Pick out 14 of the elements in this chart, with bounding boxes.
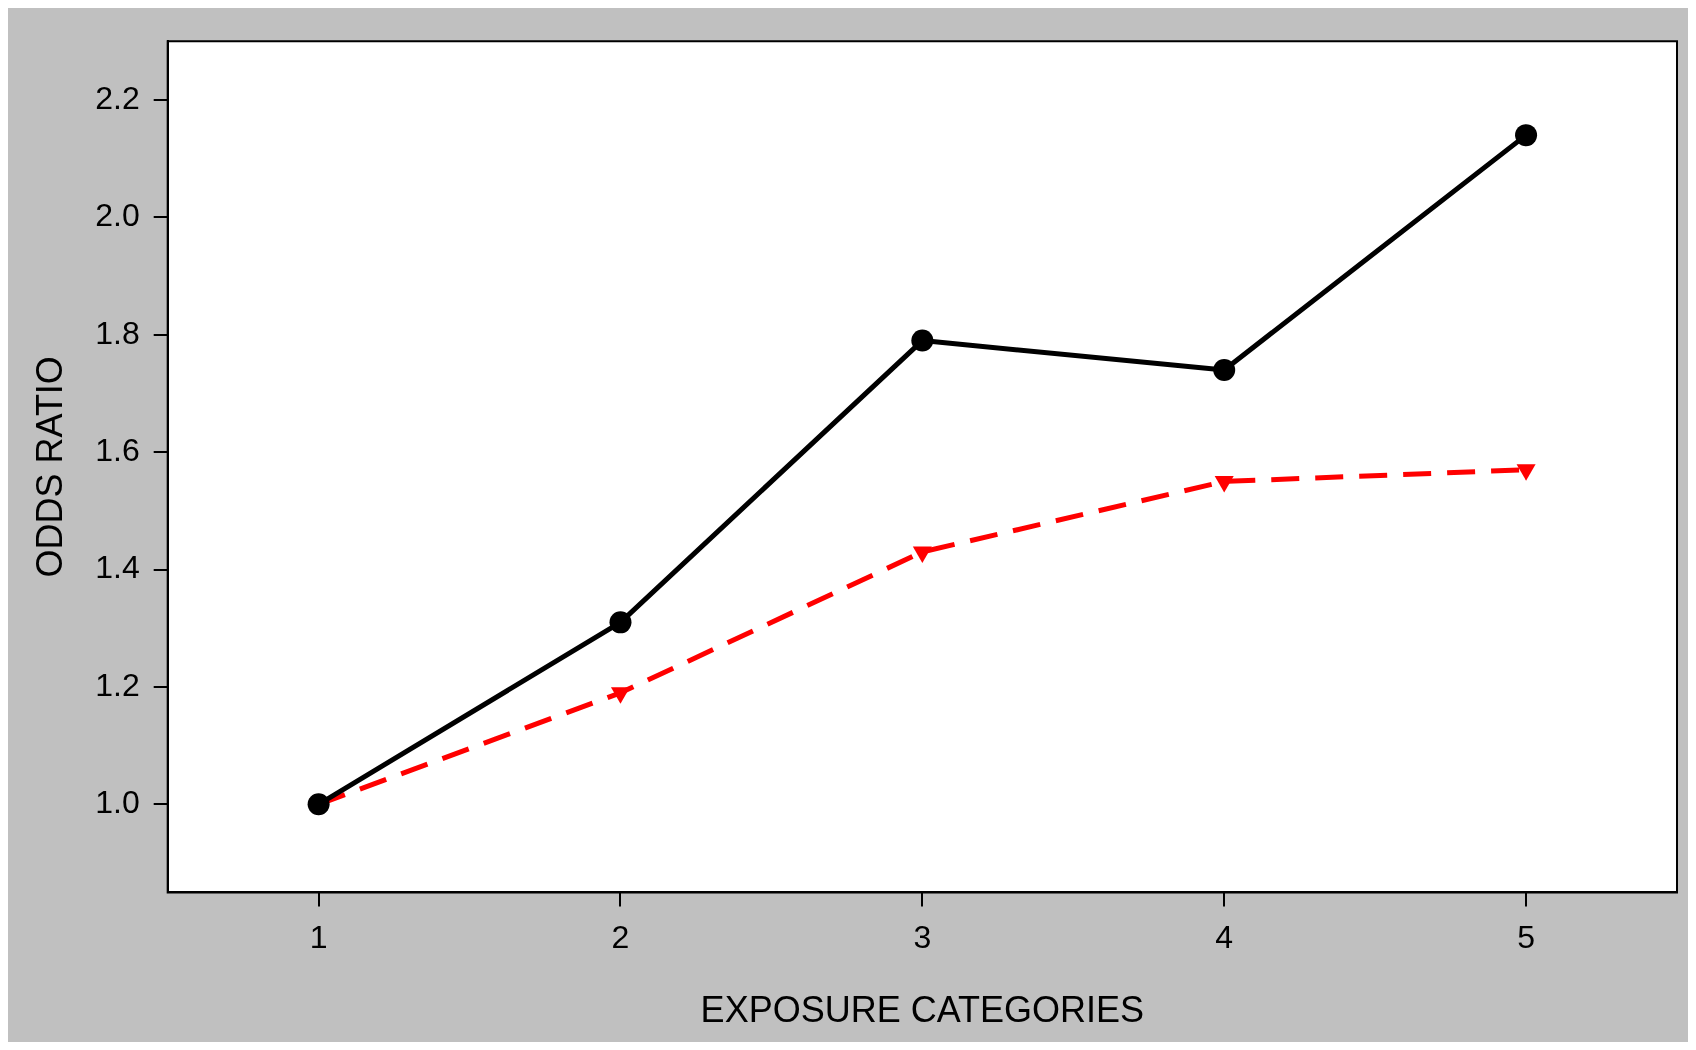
y-tick-label: 1.4 — [95, 549, 140, 586]
x-tick-label: 3 — [913, 919, 932, 956]
x-tick-label: 1 — [309, 919, 328, 956]
x-axis-title: EXPOSURE CATEGORIES — [700, 989, 1145, 1031]
y-tick-label: 1.8 — [95, 314, 140, 351]
y-tick-label: 2.2 — [95, 79, 140, 116]
y-axis-title: ODDS RATIO — [28, 356, 70, 578]
x-tick-label: 4 — [1215, 919, 1234, 956]
y-tick-label: 1.2 — [95, 666, 140, 703]
x-tick-label: 5 — [1517, 919, 1535, 956]
x-tick-label: 2 — [611, 919, 630, 956]
y-tick-label: 2.0 — [95, 197, 140, 234]
y-tick-label: 1.0 — [95, 784, 140, 821]
y-tick-label: 1.6 — [95, 431, 140, 468]
